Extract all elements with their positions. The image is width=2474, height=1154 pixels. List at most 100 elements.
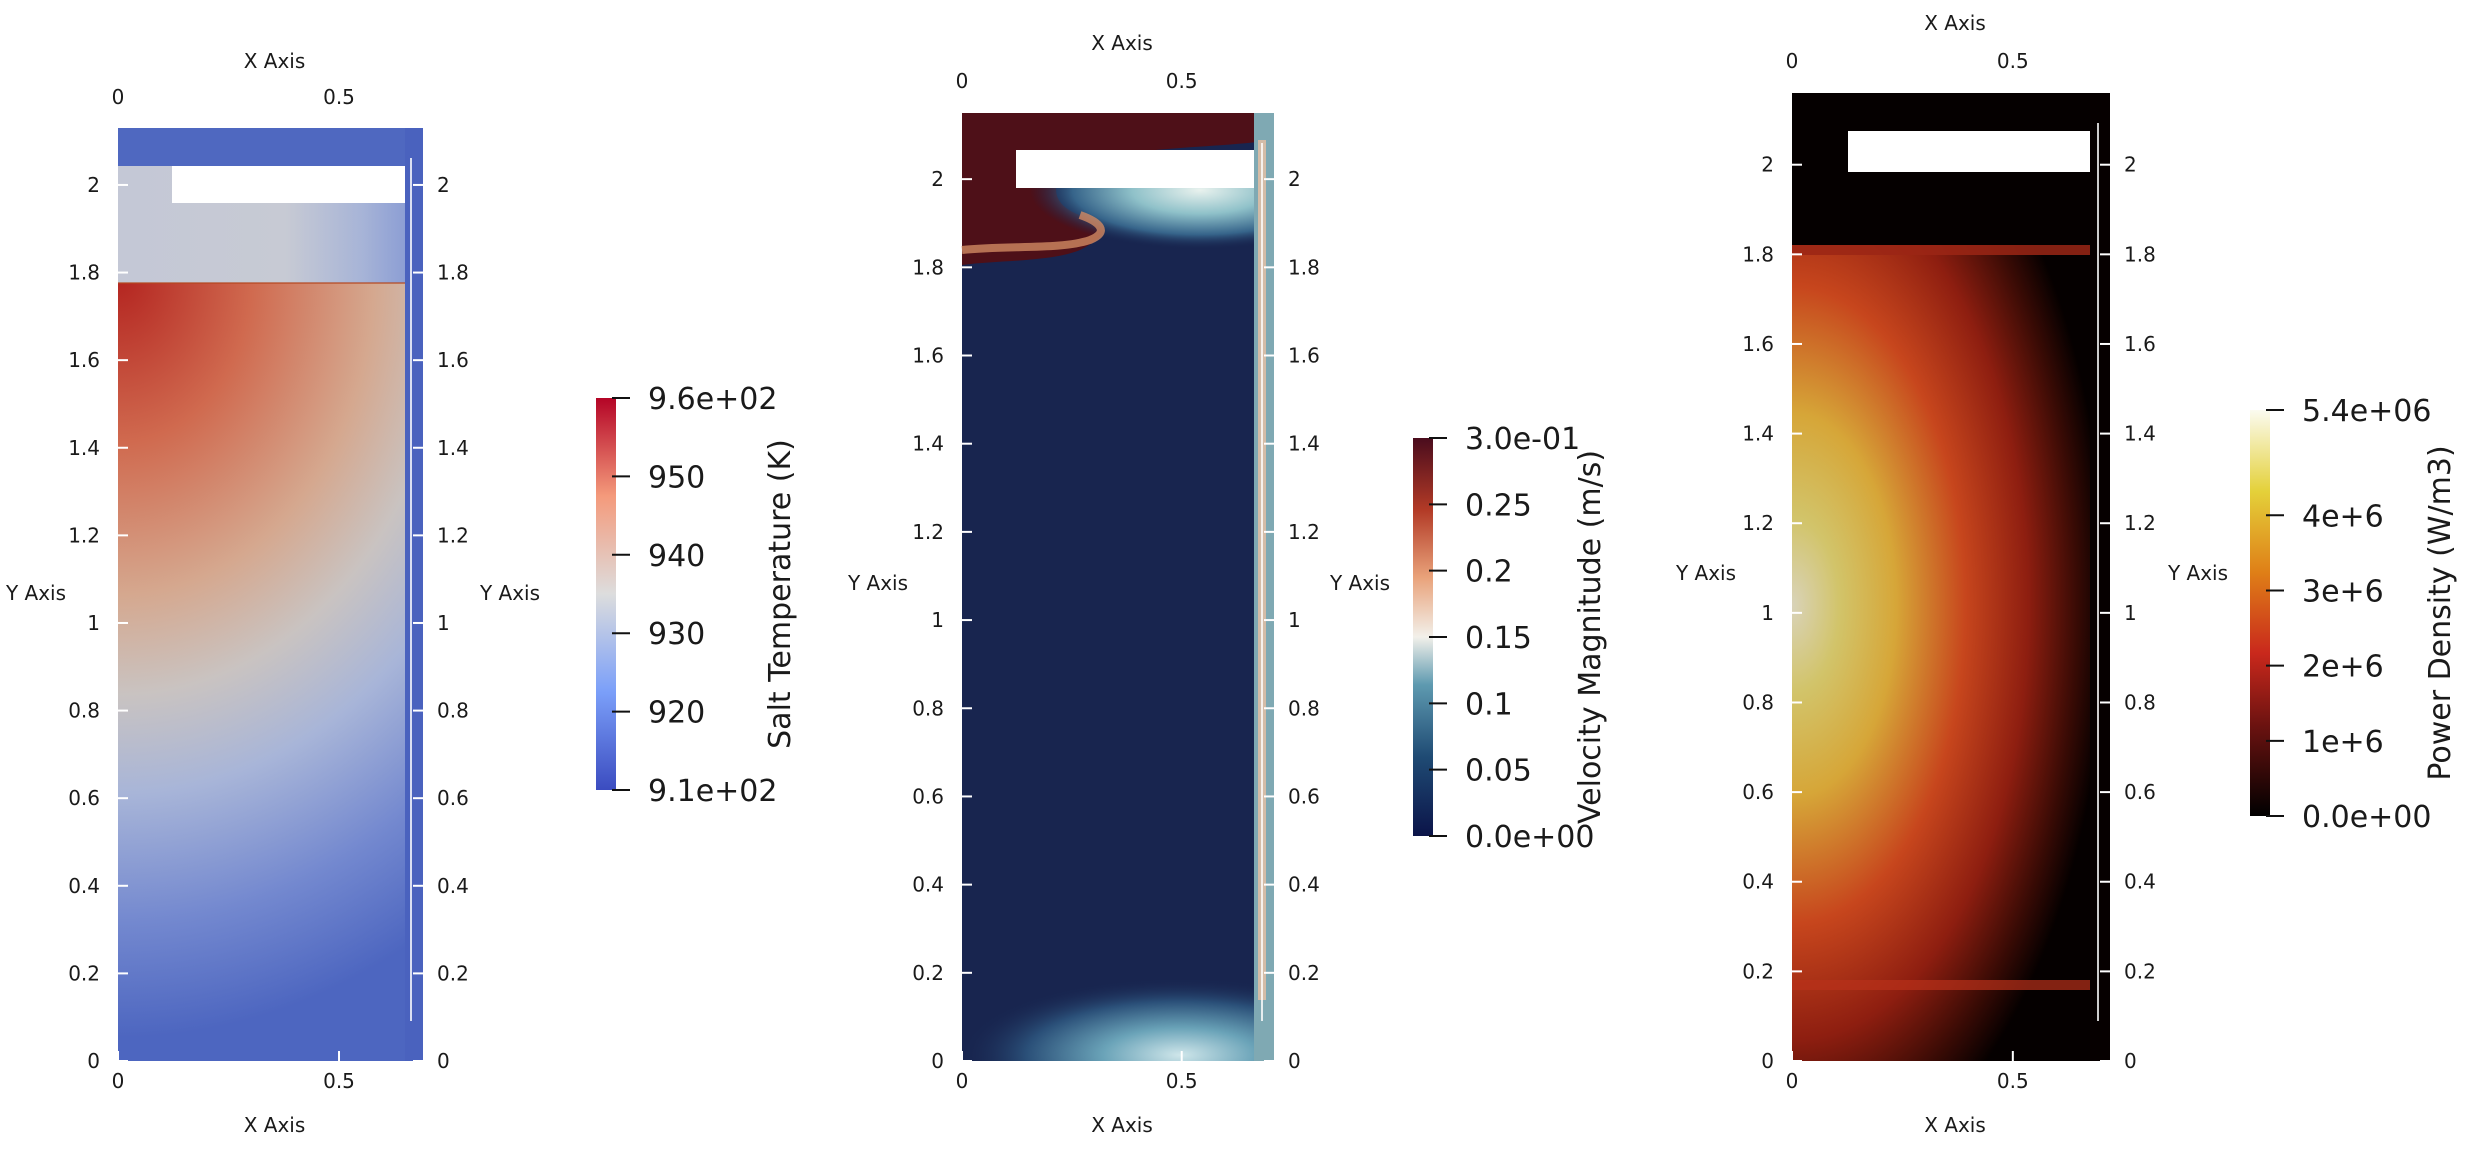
y-tick-label-right: 0.6 [1288,784,1320,808]
y-tick-label-right: 1.2 [2124,511,2156,535]
colorbar-tick-label: 930 [648,617,705,652]
y-tick-label-right: 1.8 [2124,242,2156,266]
y-tick-label-right: 0.8 [437,699,469,723]
y-tick-label-right: 1 [1288,608,1301,632]
y-tick-label-right: 1.8 [437,261,469,285]
y-tick-label-right: 1.4 [437,436,469,460]
colorbar-tick-label: 920 [648,696,705,731]
y-tick-label-right: 1.6 [1288,344,1320,368]
y-tick-label-right: 0 [437,1049,450,1073]
x-tick-label-bottom: 0.5 [323,1069,355,1093]
x-axis-label-bottom: X Axis [1091,1113,1153,1137]
colorbar-gradient [596,398,616,790]
y-tick-label-left: 1.2 [1742,511,1774,535]
velocity-jet-edge [961,211,1105,254]
power-lower-band [1792,980,2110,990]
x-tick-label-top: 0 [956,69,969,93]
colorbar-title: Velocity Magnitude (m/s) [1573,450,1608,824]
y-tick-label-left: 0.8 [68,699,100,723]
x-tick-label-bottom: 0.5 [1997,1069,2029,1093]
temperature-void [172,166,405,203]
y-tick-label-right: 0.2 [1288,961,1320,985]
y-tick-label-right: 2 [2124,153,2137,177]
x-tick-label-top: 0.5 [1997,49,2029,73]
y-tick-label-right: 1.6 [437,348,469,372]
colorbar-title: Power Density (W/m3) [2423,445,2458,780]
x-tick-label-top: 0.5 [323,85,355,109]
y-tick-label-left: 1 [1761,601,1774,625]
x-axis-label-bottom: X Axis [244,1113,306,1137]
y-axis-label-right: Y Axis [479,581,540,605]
x-tick-label-top: 0.5 [1166,69,1198,93]
x-tick-label-top: 0 [1786,49,1799,73]
y-tick-label-right: 0.4 [2124,870,2156,894]
y-tick-label-right: 0.2 [2124,959,2156,983]
velocity-colorbar: 3.0e-01 0.25 0.2 0.15 0.1 0.05 0.0e+00Velocity… [1413,422,1608,855]
colorbar-tick-label: 2e+6 [2302,650,2384,685]
y-tick-label-right: 1.6 [2124,332,2156,356]
y-tick-label-right: 0.6 [2124,780,2156,804]
power-colorbar: 5.4e+06 4e+6 3e+6 2e+6 1e+6 0.0e+00 Power Dens… [2250,394,2458,835]
y-tick-label-left: 1.6 [1742,332,1774,356]
y-tick-label-left: 1 [87,611,100,635]
y-tick-label-right: 1.2 [437,523,469,547]
x-axis-label-top: X Axis [1924,11,1986,35]
y-tick-label-right: 0.4 [437,874,469,898]
colorbar-tick-label: 3.0e-01 [1465,422,1580,457]
y-tick-label-right: 0.6 [437,786,469,810]
y-tick-label-left: 1.8 [912,255,944,279]
temperature-right-wall [405,128,423,1061]
colorbar-tick-label: 1e+6 [2302,725,2384,760]
y-tick-label-right: 0.2 [437,961,469,985]
power-right-wall [2090,93,2110,1061]
colorbar-tick-label: 0.2 [1465,555,1513,590]
velocity-bottom-flow [962,940,1274,1061]
y-tick-label-right: 0.4 [1288,873,1320,897]
y-tick-label-left: 1.4 [1742,422,1774,446]
temperature-colorbar: 9.6e+02 950 940 930 920 9.1e+02 Salt Temperatu… [596,382,798,809]
y-tick-label-left: 0 [931,1049,944,1073]
y-tick-label-right: 2 [437,173,450,197]
power-upper-band [1792,245,2110,255]
colorbar-tick-label: 3e+6 [2302,574,2384,609]
temperature-top-band [118,128,423,166]
x-tick-label-bottom: 0 [956,1069,969,1093]
y-tick-label-right: 1 [2124,601,2137,625]
y-tick-label-left: 1.6 [912,344,944,368]
y-tick-label-left: 0.4 [912,873,944,897]
y-tick-label-left: 0.6 [912,784,944,808]
y-tick-label-right: 0 [2124,1049,2137,1073]
y-tick-label-left: 0.2 [1742,959,1774,983]
velocity-field [962,113,1274,1061]
colorbar-tick-label: 5.4e+06 [2302,394,2431,429]
y-tick-label-left: 0 [1761,1049,1774,1073]
colorbar-tick-label: 0.05 [1465,754,1532,789]
y-tick-label-left: 1.2 [68,523,100,547]
y-tick-label-left: 2 [931,167,944,191]
y-tick-label-left: 0.8 [1742,690,1774,714]
colorbar-tick-label: 0.15 [1465,621,1532,656]
y-tick-label-left: 0.2 [68,961,100,985]
y-tick-label-right: 1.4 [1288,432,1320,456]
y-tick-label-left: 1.4 [912,432,944,456]
y-tick-label-left: 0.6 [1742,780,1774,804]
y-tick-label-left: 0.6 [68,786,100,810]
colorbar-tick-label: 940 [648,539,705,574]
y-tick-label-left: 0 [87,1049,100,1073]
y-tick-label-left: 2 [1761,153,1774,177]
y-tick-label-right: 1.2 [1288,520,1320,544]
x-tick-label-bottom: 0 [112,1069,125,1093]
x-tick-label-top: 0 [112,85,125,109]
x-axis-label-top: X Axis [1091,31,1153,55]
x-tick-label-bottom: 0.5 [1166,1069,1198,1093]
colorbar-tick-label: 0.1 [1465,687,1513,722]
y-tick-label-right: 0.8 [1288,696,1320,720]
y-tick-label-left: 1.8 [1742,242,1774,266]
y-axis-label-right: Y Axis [2167,561,2228,585]
y-tick-label-left: 0.4 [1742,870,1774,894]
y-tick-label-left: 1 [931,608,944,632]
colorbar-tick-label: 9.1e+02 [648,774,777,809]
